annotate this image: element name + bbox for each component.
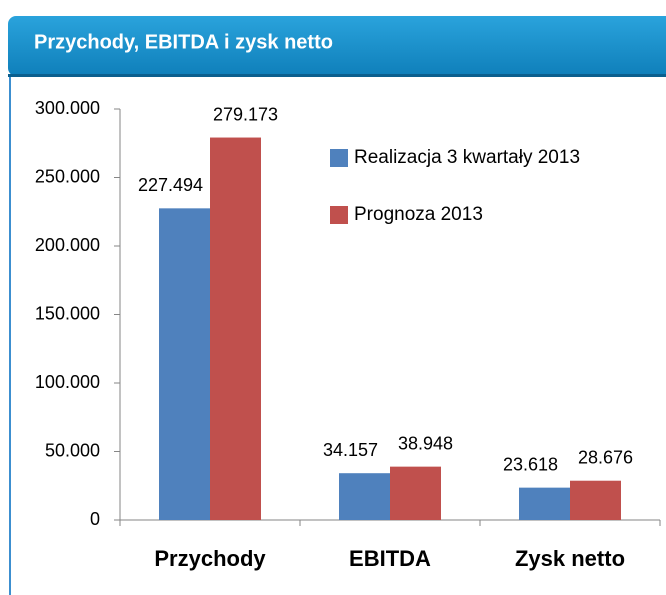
x-tick-label: EBITDA: [349, 546, 431, 571]
x-tick-label: Przychody: [154, 546, 266, 571]
x-tick-label: Zysk netto: [515, 546, 625, 571]
header-shadow: [8, 74, 666, 77]
data-label: 34.157: [323, 440, 378, 460]
bar: [390, 466, 441, 520]
header-title: Przychody, EBITDA i zysk netto: [34, 31, 333, 53]
bar: [210, 137, 261, 520]
y-tick-label: 100.000: [35, 372, 100, 392]
bar: [570, 480, 621, 520]
y-tick-label: 200.000: [35, 235, 100, 255]
legend-label: Prognoza 2013: [354, 204, 483, 225]
y-tick-label: 150.000: [35, 303, 100, 323]
legend-swatch: [330, 206, 348, 224]
y-tick-label: 50.000: [45, 440, 100, 460]
y-tick-label: 250.000: [35, 166, 100, 186]
panel-border: [9, 77, 11, 595]
y-tick-label: 0: [90, 509, 100, 529]
data-label: 227.494: [138, 175, 203, 195]
data-label: 38.948: [398, 433, 453, 453]
plot: 0 50.000 100.000 150.000 200.000 250.000 300.0…: [35, 98, 661, 571]
data-label: 28.676: [578, 447, 633, 467]
legend-swatch: [330, 149, 348, 167]
bar: [159, 208, 210, 520]
data-label: 23.618: [503, 454, 558, 474]
header-bar: [8, 16, 666, 76]
y-tick-label: 300.000: [35, 98, 100, 118]
bar: [339, 473, 390, 520]
bar: [519, 487, 570, 520]
data-label: 279.173: [213, 104, 278, 124]
legend-label: Realizacja 3 kwartały 2013: [354, 147, 580, 168]
